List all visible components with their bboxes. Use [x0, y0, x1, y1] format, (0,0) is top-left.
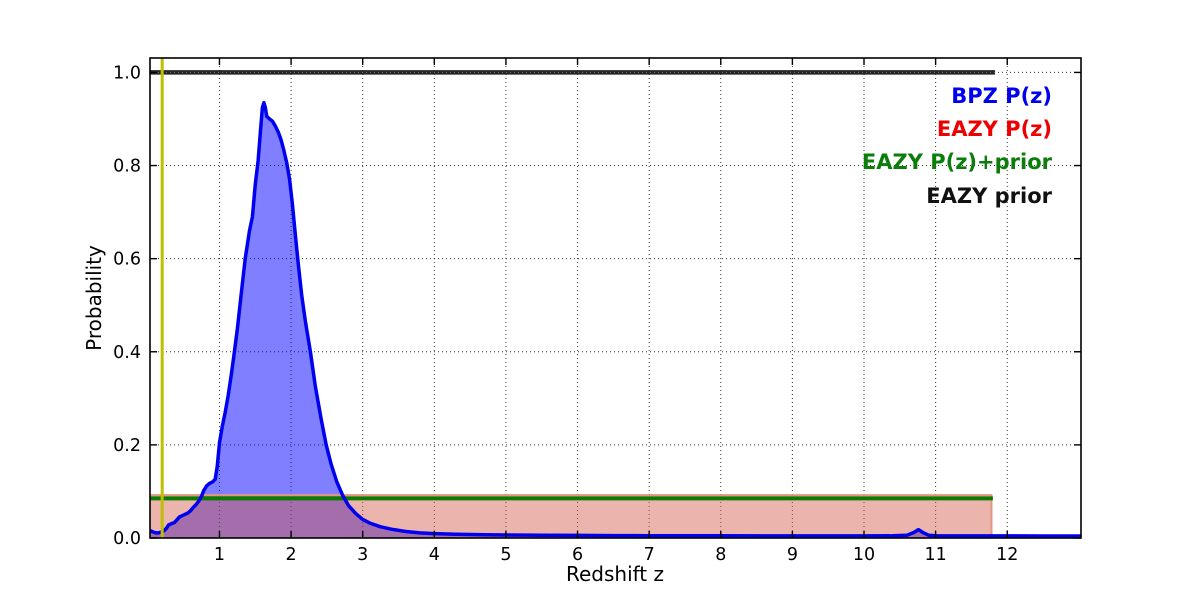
frame-layer [149, 57, 1082, 539]
eazy-pz-fill [150, 495, 992, 538]
axes-frame [149, 57, 1082, 539]
tick-label-layer: 1 2 3 4 5 6 7 8 9 10 11 120.00.20.40.60.81.0 [113, 63, 1018, 565]
x-axis-label: Redshift z [566, 562, 664, 586]
legend-entry-eazy-pz: EAZY P(z) [937, 117, 1052, 141]
y-tick-label: 0.4 [113, 343, 141, 363]
x-tick-label: 10 [853, 545, 875, 565]
bpz-pz-curve [150, 100, 1081, 538]
y-tick-label: 0.6 [113, 250, 141, 270]
eazy-pz-edge [150, 494, 993, 538]
y-tick-label: 0.2 [113, 436, 141, 456]
y-tick-label: 0.0 [113, 529, 141, 549]
legend-entry-bpz-pz: BPZ P(z) [951, 84, 1052, 108]
x-tick-label: 3 [357, 545, 368, 565]
x-tick-label: 12 [996, 545, 1018, 565]
data-layer [150, 58, 1081, 538]
x-tick-label: 8 [715, 545, 726, 565]
y-tick-label: 1.0 [113, 63, 141, 83]
x-tick-label: 7 [644, 545, 655, 565]
x-tick-label: 9 [787, 545, 798, 565]
x-tick-label: 5 [500, 545, 511, 565]
legend-entry-eazy-pz-prior: EAZY P(z)+prior [862, 150, 1053, 174]
x-tick-label: 4 [429, 545, 440, 565]
tick-layer [150, 58, 1081, 539]
x-tick-label: 11 [924, 545, 946, 565]
y-tick-label: 0.8 [113, 157, 141, 177]
x-tick-label: 1 [214, 545, 225, 565]
grid-layer [150, 58, 1081, 538]
legend: BPZ P(z) EAZY P(z) EAZY P(z)+prior EAZY … [862, 84, 1053, 208]
legend-entry-eazy-prior: EAZY prior [926, 184, 1052, 208]
y-axis-label: Probability [82, 245, 106, 351]
x-tick-label: 6 [572, 545, 583, 565]
x-tick-label: 2 [286, 545, 297, 565]
